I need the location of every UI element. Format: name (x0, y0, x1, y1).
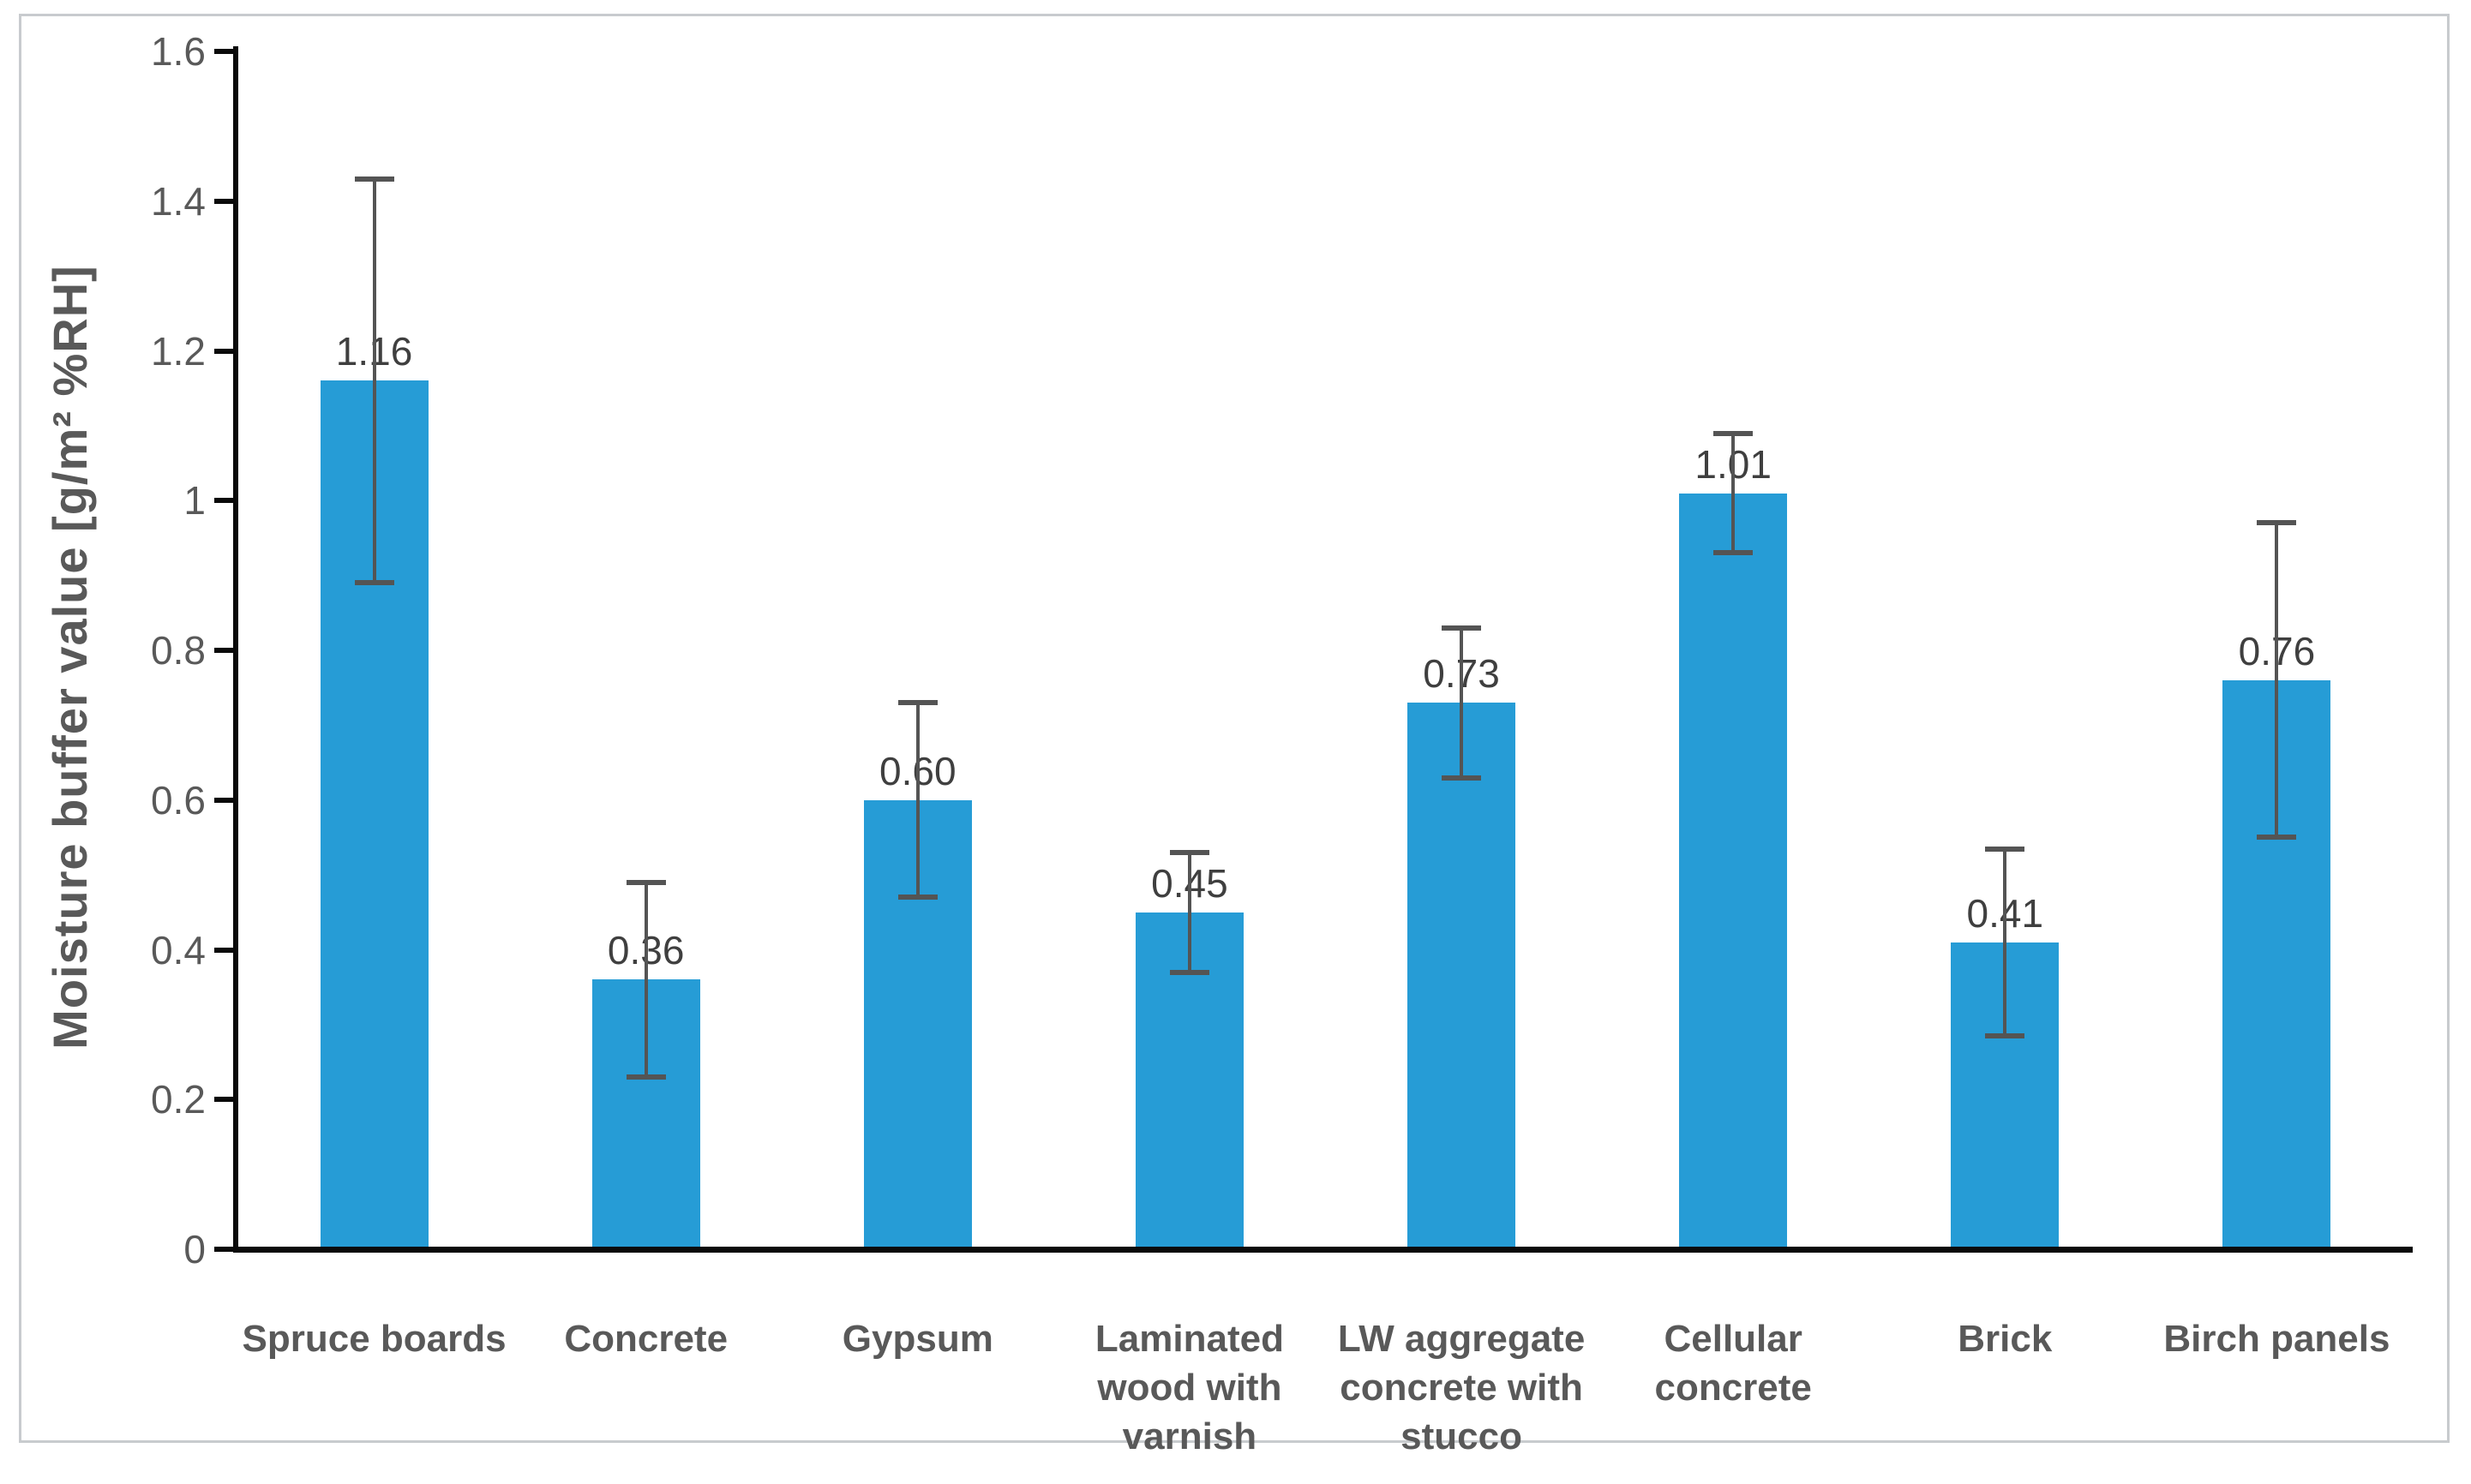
y-tick-label: 1.6 (151, 29, 206, 74)
error-bar-cap (897, 895, 938, 901)
y-tick-mark (214, 648, 235, 653)
x-category-label: Brick (1958, 1318, 2053, 1360)
error-bar (644, 882, 648, 1078)
error-bar (1460, 627, 1464, 778)
error-bar-cap (1442, 775, 1482, 781)
error-bar-cap (1985, 1032, 2025, 1038)
y-tick-label: 0.2 (151, 1077, 206, 1122)
error-bar (2003, 848, 2007, 1036)
error-bar-cap (1713, 430, 1754, 436)
x-category-label: Cellular concrete (1654, 1318, 1812, 1409)
y-tick-mark (214, 797, 235, 803)
error-bar-cap (1169, 969, 1209, 975)
error-bar-cap (354, 580, 394, 586)
error-bar (372, 178, 376, 583)
y-tick-mark (214, 1097, 235, 1103)
error-bar-cap (1713, 550, 1754, 556)
plot-area: 1.16 0.36 0.60 0.45 0.73 1.01 0.41 0.76 (238, 51, 2413, 1249)
error-bar-cap (1169, 849, 1209, 855)
y-tick-label: 0.8 (151, 628, 206, 673)
y-tick-mark (214, 498, 235, 504)
error-bar-cap (354, 176, 394, 182)
x-category-label: Laminated wood with varnish (1095, 1318, 1284, 1457)
error-bar-cap (2257, 520, 2297, 526)
y-tick-mark (214, 348, 235, 354)
x-axis-line (233, 1247, 2413, 1253)
y-tick-label: 0.6 (151, 777, 206, 823)
error-bar-cap (626, 1074, 666, 1080)
x-category-label: Birch panels (2163, 1318, 2390, 1360)
x-category-label: Concrete (564, 1318, 729, 1360)
y-tick-label: 1.4 (151, 178, 206, 224)
error-bar (1731, 433, 1736, 554)
y-axis-line (233, 46, 238, 1253)
y-tick-label: 0.4 (151, 927, 206, 972)
error-bar-cap (897, 700, 938, 706)
x-category-label: Spruce boards (242, 1318, 507, 1360)
x-category-label: Gypsum (842, 1318, 993, 1360)
y-tick-label: 1 (183, 478, 206, 524)
error-bar-cap (1985, 846, 2025, 852)
error-bar (1187, 852, 1191, 972)
y-tick-mark (214, 49, 235, 54)
y-tick-mark (214, 947, 235, 953)
x-category-label: LW aggregate concrete with stucco (1337, 1318, 1586, 1457)
error-bar-cap (1442, 625, 1482, 631)
error-bar-cap (626, 879, 666, 885)
y-tick-label: 1.2 (151, 328, 206, 374)
error-bar (2275, 523, 2279, 838)
bar (1407, 703, 1516, 1249)
bar (1679, 493, 1788, 1249)
y-tick-mark (214, 1247, 235, 1252)
error-bar (915, 703, 920, 898)
error-bar-cap (2257, 835, 2297, 841)
y-tick-mark (214, 198, 235, 204)
y-tick-label: 0 (183, 1227, 206, 1272)
